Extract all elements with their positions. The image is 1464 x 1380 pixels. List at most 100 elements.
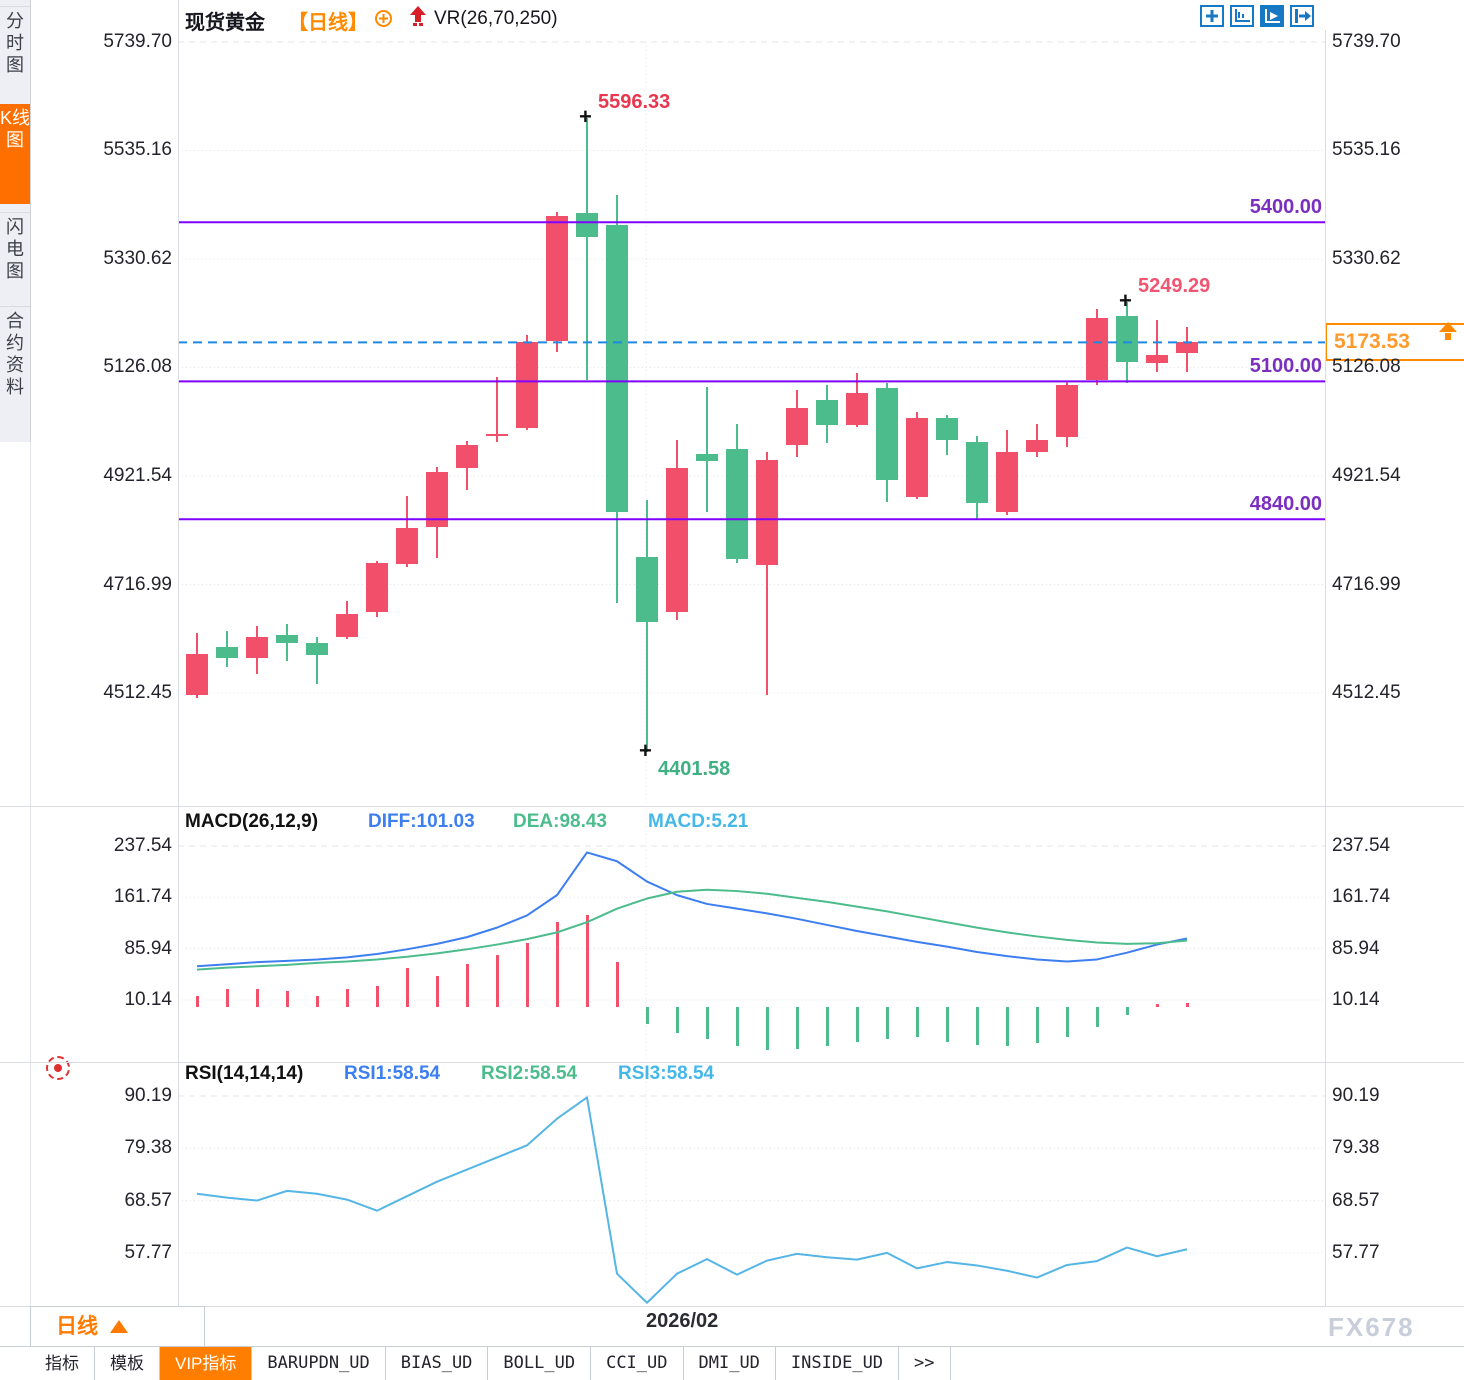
candle-body <box>816 399 838 425</box>
level-label: 5400.00 <box>1249 196 1322 219</box>
axis-tick-label: 237.54 <box>113 835 172 856</box>
macd-hist-bar <box>496 954 499 1007</box>
candle-body <box>276 635 298 644</box>
macd-hist-bar <box>556 922 559 1007</box>
symbol-title: 现货黄金 <box>185 12 265 34</box>
axis-tick-label: 5126.08 <box>1332 356 1401 378</box>
rsi-title[interactable]: RSI(14,14,14) <box>185 1063 304 1084</box>
macd-hist-bar <box>196 996 199 1007</box>
axis-tick-label: 4716.99 <box>1332 573 1401 595</box>
axis-tick-label: 5535.16 <box>1332 139 1401 161</box>
candle-body <box>666 467 688 613</box>
plot-left-border <box>178 0 179 1346</box>
candle-body <box>486 433 508 436</box>
sidebar-item-2[interactable]: K线图 <box>0 104 30 204</box>
axis-tick-label: 4716.99 <box>103 573 172 595</box>
axis-tick-label: 90.19 <box>1332 1085 1380 1106</box>
overlay-indicator-label[interactable]: VR(26,70,250) <box>434 8 558 29</box>
axis-tick-label: 161.74 <box>113 886 172 908</box>
macd-hist-bar <box>286 991 289 1007</box>
red-up-arrow-icon <box>408 5 428 27</box>
candle-body <box>186 653 208 695</box>
axis-tick-label: 5126.08 <box>103 356 172 378</box>
panel-separator <box>0 806 1464 807</box>
tab-inside_ud[interactable]: INSIDE_UD <box>776 1347 900 1380</box>
period-selector[interactable]: 日线 <box>30 1306 205 1348</box>
pane-collapse-icon[interactable] <box>1290 5 1314 27</box>
candle-body <box>426 472 448 528</box>
candle-body <box>456 444 478 468</box>
macd-hist-bar <box>796 1006 799 1049</box>
extreme-price-label: 5596.33 <box>598 91 671 114</box>
axis-zoom-icon[interactable] <box>1230 5 1254 27</box>
candle-body <box>906 417 928 497</box>
macd-hist-bar <box>226 989 229 1007</box>
macd-diff-value: DIFF:101.03 <box>368 811 475 832</box>
axis-tick-label: 4921.54 <box>103 464 172 486</box>
macd-hist-bar <box>646 1006 649 1024</box>
period-selector-label: 日线 <box>56 1315 98 1338</box>
current-price-box[interactable]: 5173.53 <box>1325 323 1464 362</box>
axis-tick-label: 5739.70 <box>1332 31 1401 52</box>
axis-tick-label: 85.94 <box>1332 937 1380 959</box>
tab-[interactable]: >> <box>899 1347 951 1380</box>
macd-hist-bar <box>736 1006 739 1047</box>
tab-barupdn_ud[interactable]: BARUPDN_UD <box>252 1347 386 1380</box>
alert-sun-icon[interactable] <box>46 1056 70 1080</box>
macd-hist-bar <box>1036 1006 1039 1044</box>
candle-wick <box>316 637 318 685</box>
axis-tick-label: 90.19 <box>124 1085 172 1106</box>
period-tag[interactable]: 【日线】 <box>288 12 368 34</box>
macd-hist-bar <box>406 967 409 1007</box>
macd-hist-bar <box>1186 1003 1189 1007</box>
macd-hist-bar <box>256 989 259 1007</box>
tab-cci_ud[interactable]: CCI_UD <box>591 1347 684 1380</box>
macd-title[interactable]: MACD(26,12,9) <box>185 811 319 832</box>
axis-tick-label: 4921.54 <box>1332 464 1401 486</box>
macd-dea-line <box>196 888 1188 971</box>
tab-boll_ud[interactable]: BOLL_UD <box>488 1347 592 1380</box>
extreme-price-label: 5249.29 <box>1138 275 1211 298</box>
axis-tick-label: 79.38 <box>124 1137 172 1159</box>
macd-hist-bar <box>1006 1006 1009 1047</box>
tab-[interactable]: 指标 <box>30 1347 95 1380</box>
macd-dea-value: DEA:98.43 <box>513 811 607 832</box>
sidebar-item-1[interactable]: 分时图 <box>0 6 30 103</box>
macd-hist-bar <box>346 989 349 1007</box>
sidebar-item-3[interactable]: 闪电图 <box>0 212 30 309</box>
candle-body <box>306 643 328 656</box>
candle-body <box>786 407 808 445</box>
macd-hist-bar <box>976 1006 979 1045</box>
indicator-tabbar: 指标 模板 VIP指标 BARUPDN_UD BIAS_UD BOLL_UD CCI_UD D… <box>0 1346 1464 1380</box>
macd-hist-bar <box>616 962 619 1007</box>
tab-bias_ud[interactable]: BIAS_UD <box>386 1347 489 1380</box>
candle-body <box>576 213 598 238</box>
axis-tick-label: 10.14 <box>124 989 172 1010</box>
pan-icon[interactable] <box>1200 5 1224 27</box>
candle-body <box>846 393 868 425</box>
macd-value: MACD:5.21 <box>648 811 749 832</box>
x-axis-date-label: 2026/02 <box>646 1310 719 1332</box>
macd-hist-bar <box>1156 1004 1159 1007</box>
candle-body <box>1146 354 1168 364</box>
macd-hist-bar <box>766 1006 769 1051</box>
panel-separator <box>0 1306 1464 1307</box>
axis-tick-label: 5535.16 <box>103 139 172 161</box>
candle-body <box>936 417 958 441</box>
axis-tick-label: 161.74 <box>1332 886 1391 908</box>
plot-right-border <box>1325 30 1326 1306</box>
tab-vip[interactable]: VIP指标 <box>160 1347 253 1380</box>
macd-hist-bar <box>676 1006 679 1033</box>
chart-pointer-icon[interactable] <box>1260 5 1284 27</box>
candle-body <box>876 388 898 480</box>
level-label: 5100.00 <box>1249 355 1322 378</box>
sidebar-item-4[interactable]: 合约资料 <box>0 306 30 441</box>
target-circle-icon[interactable] <box>374 9 393 28</box>
candle-body <box>216 647 238 659</box>
extreme-cross-marker: + <box>1119 288 1132 314</box>
price-up-arrow-icon <box>1437 320 1459 342</box>
tab-dmi_ud[interactable]: DMI_UD <box>684 1347 776 1380</box>
tab-[interactable]: 模板 <box>95 1347 160 1380</box>
candle-wick <box>766 451 768 696</box>
